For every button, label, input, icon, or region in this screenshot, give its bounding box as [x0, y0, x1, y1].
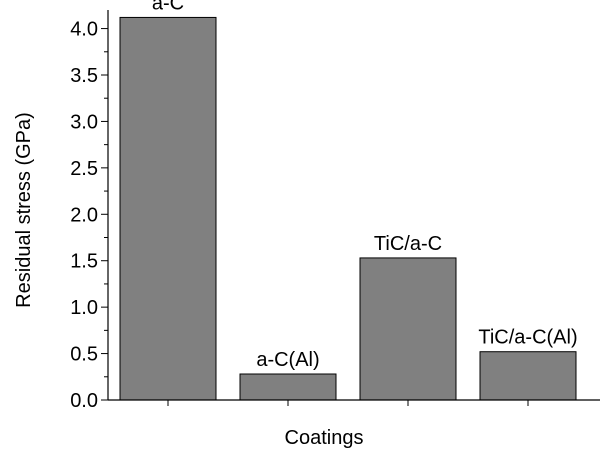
y-tick-label-6: 3.0 — [70, 111, 98, 133]
x-axis-title: Coatings — [285, 427, 364, 449]
bar-labels-layer: a-C a-C(Al) TiC/a-C TiC/a-C(Al) — [152, 0, 578, 371]
y-tick-label-0: 0.0 — [70, 390, 98, 412]
bar-label-2: a-C(Al) — [256, 349, 319, 371]
bar-4 — [479, 351, 577, 401]
bar-label-3: TiC/a-C — [374, 233, 442, 255]
y-tick-label-8: 4.0 — [70, 19, 98, 41]
y-tick-label-7: 3.5 — [70, 65, 98, 87]
y-axis: 0.0 0.5 1.0 1.5 2.0 2.5 3.0 3.5 4.0 — [70, 10, 109, 412]
y-tick-label-3: 1.5 — [70, 251, 98, 273]
y-axis-title: Residual stress (GPa) — [13, 112, 35, 308]
bars-layer — [119, 16, 577, 401]
bar-3 — [359, 257, 457, 401]
y-tick-label-4: 2.0 — [70, 204, 98, 226]
bar-label-4: TiC/a-C(Al) — [478, 327, 577, 349]
bar-1 — [119, 16, 217, 401]
bar-label-1: a-C — [152, 0, 184, 14]
y-tick-label-1: 0.5 — [70, 344, 98, 366]
y-tick-label-5: 2.5 — [70, 158, 98, 180]
x-axis — [108, 399, 600, 406]
y-tick-label-2: 1.0 — [70, 297, 98, 319]
bar-2 — [239, 373, 337, 401]
